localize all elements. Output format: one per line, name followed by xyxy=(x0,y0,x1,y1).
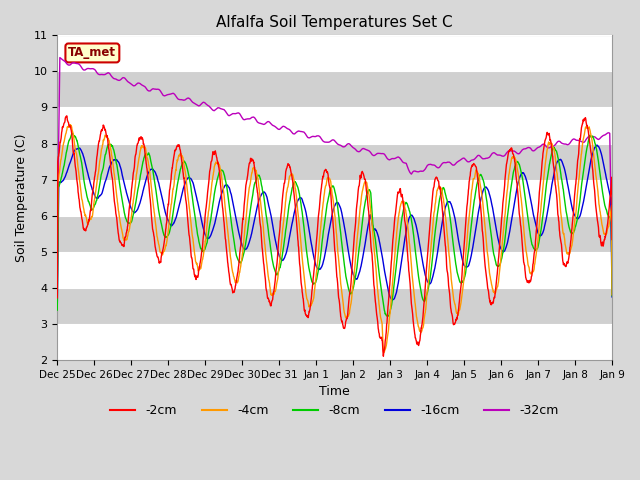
Bar xyxy=(57,216,612,252)
Bar xyxy=(57,324,612,360)
Text: TA_met: TA_met xyxy=(68,47,116,60)
Bar xyxy=(57,72,612,108)
Bar xyxy=(57,288,612,324)
X-axis label: Time: Time xyxy=(319,385,350,398)
Bar xyxy=(57,180,612,216)
Title: Alfalfa Soil Temperatures Set C: Alfalfa Soil Temperatures Set C xyxy=(216,15,453,30)
Y-axis label: Soil Temperature (C): Soil Temperature (C) xyxy=(15,133,28,262)
Bar xyxy=(57,36,612,72)
Bar xyxy=(57,108,612,144)
Bar xyxy=(57,252,612,288)
Bar xyxy=(57,144,612,180)
Legend: -2cm, -4cm, -8cm, -16cm, -32cm: -2cm, -4cm, -8cm, -16cm, -32cm xyxy=(106,399,564,422)
